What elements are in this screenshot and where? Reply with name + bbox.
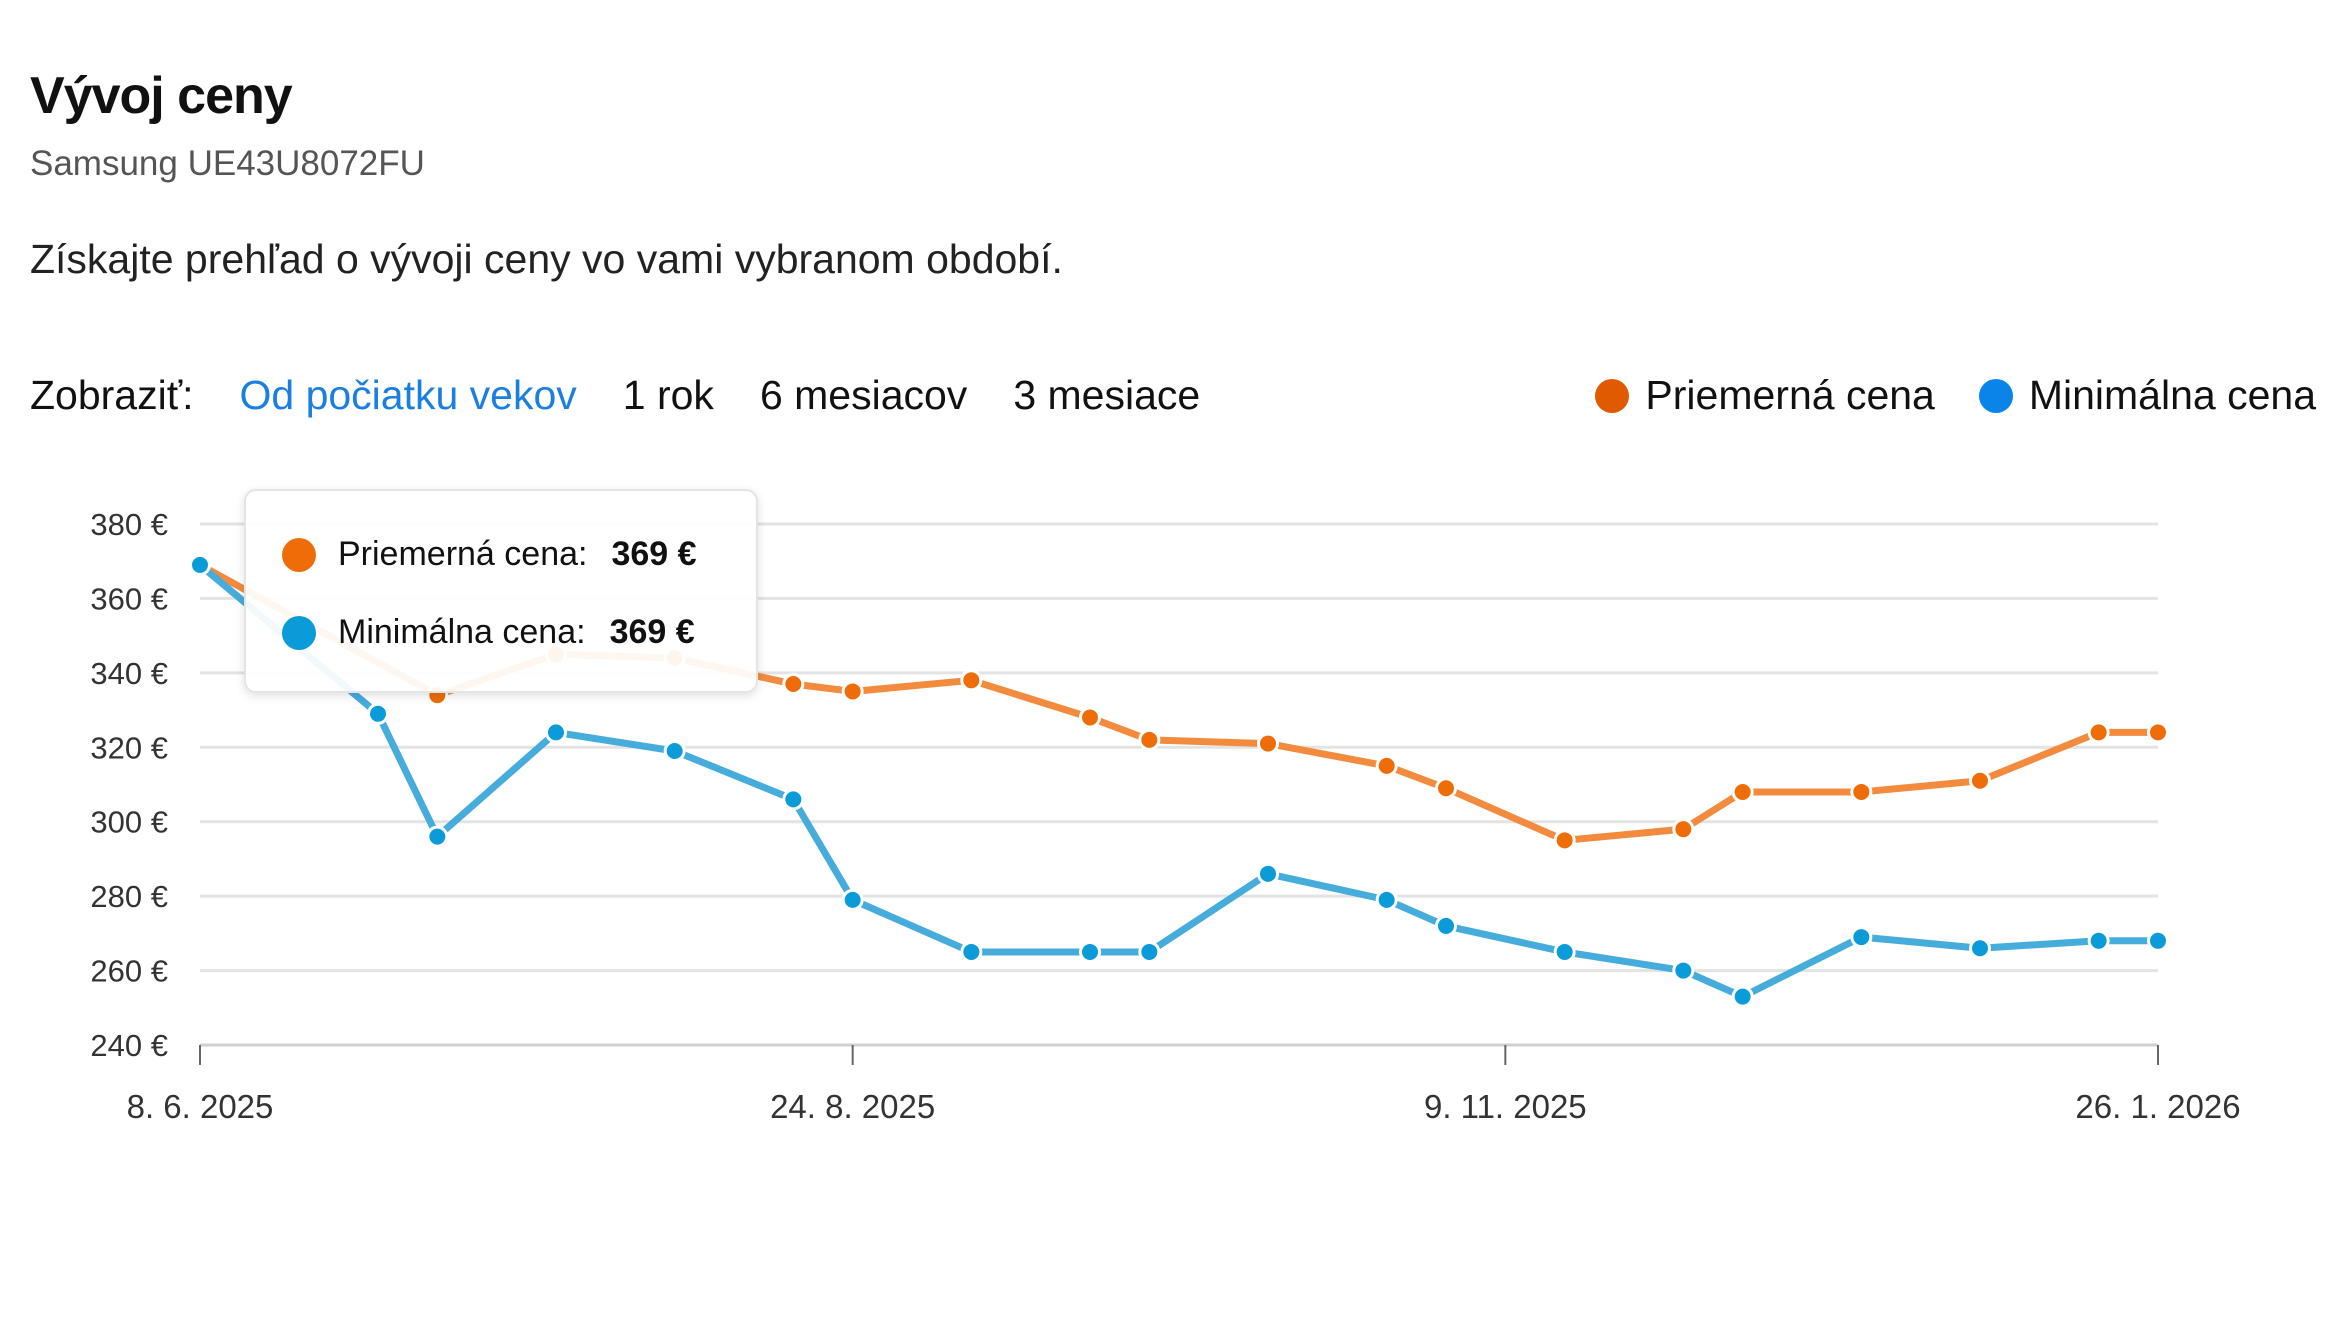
data-point-average	[1672, 818, 1695, 841]
filter-3-months[interactable]: 3 mesiace	[1013, 372, 1201, 418]
range-filter: Zobraziť: Od počiatku vekov 1 rok 6 mesi…	[30, 372, 1200, 419]
data-point-average	[1138, 728, 1161, 751]
data-point-minimum	[1375, 888, 1398, 911]
y-tick-label: 320 €	[90, 730, 168, 765]
data-point-average	[1553, 829, 1576, 852]
data-point-average	[1969, 769, 1991, 792]
minimum-dot-icon	[282, 615, 316, 650]
tooltip-label: Minimálna cena:	[338, 613, 586, 651]
data-point-average	[841, 680, 864, 703]
legend-item-minimum[interactable]: Minimálna cena	[1978, 372, 2316, 419]
product-name: Samsung UE43U8072FU	[30, 144, 425, 183]
data-point-average	[1375, 754, 1398, 777]
tooltip-value: 369 €	[611, 535, 697, 573]
chart-tooltip: Priemerná cena: 369 € Minimálna cena: 36…	[244, 489, 758, 693]
data-point-minimum	[782, 788, 805, 811]
data-point-minimum	[1257, 862, 1279, 885]
data-point-minimum	[1138, 940, 1161, 963]
data-point-minimum	[841, 888, 864, 911]
y-tick-label: 300 €	[90, 805, 168, 840]
page-title: Vývoj ceny	[30, 67, 293, 125]
tooltip-label: Priemerná cena:	[338, 535, 588, 573]
data-point-minimum	[1731, 985, 1754, 1008]
x-tick-label: 8. 6. 2025	[127, 1088, 274, 1125]
data-point-average	[1435, 777, 1457, 800]
legend-label-average: Priemerná cena	[1645, 372, 1935, 418]
data-point-minimum	[426, 825, 449, 848]
y-tick-label: 240 €	[90, 1028, 168, 1063]
y-tick-label: 380 €	[90, 507, 168, 542]
tooltip-row-average: Priemerná cena: 369 €	[282, 535, 697, 574]
data-point-average	[2147, 721, 2169, 744]
data-point-minimum	[663, 740, 686, 763]
data-point-average	[960, 669, 983, 692]
data-point-minimum	[1553, 940, 1576, 963]
data-point-minimum	[1672, 959, 1695, 982]
filter-label: Zobraziť:	[30, 372, 194, 418]
data-point-minimum	[189, 553, 211, 576]
data-point-minimum	[1079, 940, 1101, 963]
y-tick-label: 340 €	[90, 656, 168, 691]
data-point-average	[1079, 706, 1101, 729]
data-point-average	[1257, 732, 1279, 755]
tooltip-value: 369 €	[609, 613, 695, 651]
x-tick-label: 9. 11. 2025	[1424, 1088, 1587, 1125]
filter-1-year[interactable]: 1 rok	[622, 372, 714, 418]
average-dot-icon	[282, 537, 316, 572]
legend-label-minimum: Minimálna cena	[2028, 372, 2316, 418]
data-point-minimum	[1969, 937, 1991, 960]
legend-item-average[interactable]: Priemerná cena	[1595, 372, 1935, 419]
data-point-minimum	[2147, 929, 2169, 952]
data-point-minimum	[367, 702, 389, 725]
y-tick-label: 280 €	[90, 879, 168, 914]
data-point-average	[2087, 721, 2110, 744]
minimum-dot-icon	[1978, 378, 2013, 413]
data-point-minimum	[1435, 914, 1457, 937]
y-tick-label: 360 €	[90, 581, 168, 616]
tooltip-row-minimum: Minimálna cena: 369 €	[282, 613, 695, 652]
data-point-minimum	[2087, 929, 2110, 952]
data-point-average	[1731, 780, 1754, 803]
description: Získajte prehľad o vývoji ceny vo vami v…	[30, 236, 1063, 282]
chart-legend: Priemerná cena Minimálna cena	[1595, 372, 2316, 419]
average-dot-icon	[1595, 378, 1630, 413]
data-point-average	[782, 673, 805, 696]
data-point-minimum	[545, 721, 567, 744]
x-tick-label: 26. 1. 2026	[2075, 1088, 2240, 1125]
x-tick-label: 24. 8. 2025	[770, 1088, 935, 1125]
data-point-average	[1850, 780, 1873, 803]
series-line-minimum	[197, 562, 2158, 1001]
y-tick-label: 260 €	[90, 954, 168, 989]
filter-all-time[interactable]: Od počiatku vekov	[239, 372, 577, 418]
data-point-minimum	[960, 940, 983, 963]
filter-6-months[interactable]: 6 mesiacov	[759, 372, 968, 418]
data-point-minimum	[1850, 926, 1873, 949]
